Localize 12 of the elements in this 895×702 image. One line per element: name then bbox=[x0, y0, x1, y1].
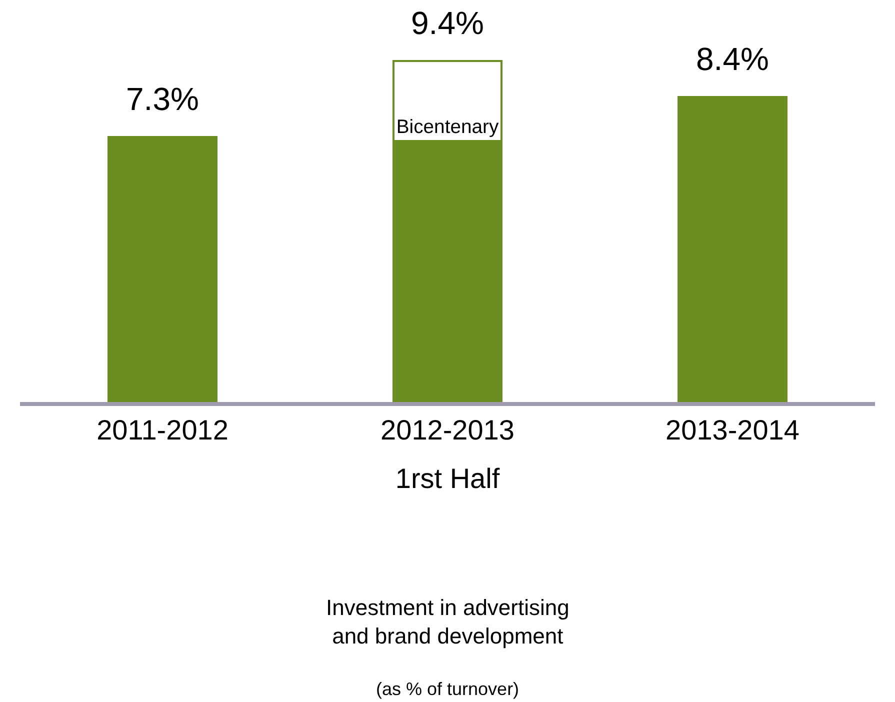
bar bbox=[677, 96, 788, 402]
data-label: 7.3% bbox=[126, 81, 199, 117]
x-tick-label: 2011-2012 bbox=[96, 414, 228, 446]
bar bbox=[107, 136, 218, 402]
x-tick-label: 2013-2014 bbox=[666, 414, 800, 446]
text: Investment in advertising and brand development bbox=[326, 595, 570, 649]
series-label: Bicentenary bbox=[396, 116, 499, 138]
data-label: 8.4% bbox=[696, 41, 769, 77]
x-axis-title: 1rst Half bbox=[395, 463, 500, 494]
text: (as % of turnover) bbox=[376, 679, 520, 699]
x-tick-label: 2012-2013 bbox=[380, 414, 514, 446]
total-label: 9.4% bbox=[411, 5, 484, 41]
